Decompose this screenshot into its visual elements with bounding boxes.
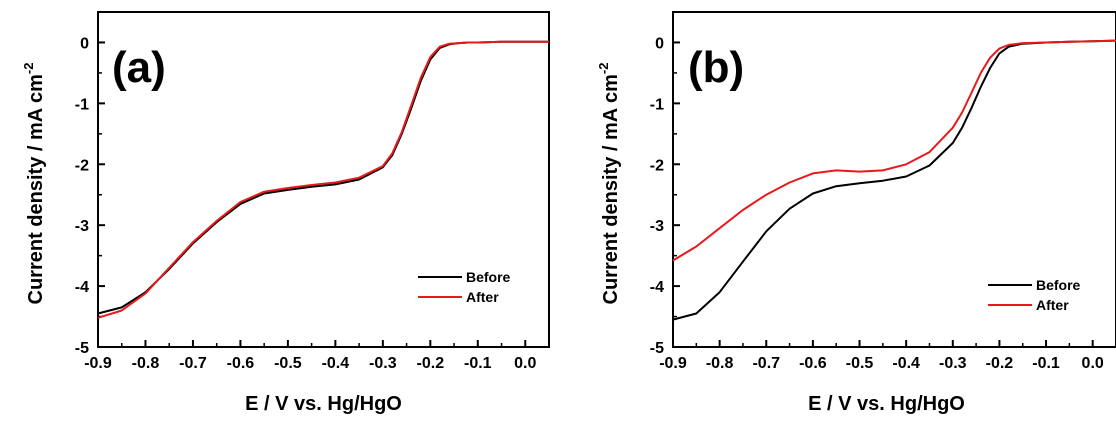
y-tick-label: -3	[650, 218, 664, 235]
x-tick-label: -0.9	[84, 355, 112, 372]
y-axis-title-main: Current density / mA cm	[600, 74, 622, 304]
y-tick-label: -5	[650, 340, 664, 357]
x-tick-label: -0.4	[322, 355, 350, 372]
plot-frame	[672, 11, 1116, 348]
x-tick-label: -0.2	[417, 355, 445, 372]
y-tick-label: -2	[75, 157, 89, 174]
y-axis-title-superscript: -2	[21, 63, 36, 75]
y-tick-label: -4	[650, 279, 664, 296]
y-tick-label: -3	[75, 218, 89, 235]
y-axis-title: Current density / mA cm-2	[596, 63, 622, 305]
x-tick-label: -0.1	[464, 355, 492, 372]
y-axis-title-superscript: -2	[596, 63, 611, 75]
x-tick-label: -0.6	[227, 355, 255, 372]
x-tick-label: -0.1	[1032, 355, 1060, 372]
panel-label: (b)	[688, 43, 744, 92]
x-tick-label: -0.3	[369, 355, 397, 372]
x-tick-label: -0.3	[939, 355, 967, 372]
series-line-after	[672, 39, 1116, 262]
x-axis-title: E / V vs. Hg/HgO	[808, 393, 965, 415]
x-tick-label: -0.6	[799, 355, 827, 372]
chart-panel-2: -0.9 -0.8 -0.7 -0.6 -0.5 -0.4 -0.3 -0.2 -0.1 0.0 0…	[596, 11, 1116, 415]
y-tick-label: -2	[650, 157, 664, 174]
y-tick-label: 0	[80, 35, 89, 52]
legend-label-after: After	[1036, 297, 1069, 313]
y-tick-label: 0	[655, 35, 664, 52]
panel-label: (a)	[112, 43, 166, 92]
y-tick-label: -5	[75, 340, 89, 357]
y-tick-label: -4	[75, 279, 89, 296]
x-axis-title: E / V vs. Hg/HgO	[245, 393, 402, 415]
plot-frame	[97, 11, 550, 348]
y-axis-title: Current density / mA cm-2	[21, 63, 47, 305]
x-tick-label: -0.8	[706, 355, 734, 372]
x-tick-label: 0.0	[514, 355, 536, 372]
x-tick-label: -0.4	[892, 355, 920, 372]
y-tick-label: -1	[650, 96, 664, 113]
x-tick-label: -0.5	[274, 355, 302, 372]
legend-label-after: After	[466, 289, 499, 305]
x-tick-label: 0.0	[1082, 355, 1104, 372]
series-line-after	[97, 40, 549, 319]
x-tick-label: -0.2	[986, 355, 1014, 372]
y-tick-label: -1	[75, 96, 89, 113]
x-tick-label: -0.7	[752, 355, 780, 372]
x-tick-label: -0.8	[132, 355, 160, 372]
x-tick-label: -0.7	[179, 355, 207, 372]
legend-label-before: Before	[466, 269, 511, 285]
x-tick-label: -0.5	[846, 355, 874, 372]
x-tick-label: -0.9	[659, 355, 687, 372]
y-axis-title-main: Current density / mA cm	[25, 74, 47, 304]
legend-label-before: Before	[1036, 277, 1081, 293]
chart-panel-1: -0.9 -0.8 -0.7 -0.6 -0.5 -0.4 -0.3 -0.2 -0.1 0.0 0…	[21, 11, 550, 415]
